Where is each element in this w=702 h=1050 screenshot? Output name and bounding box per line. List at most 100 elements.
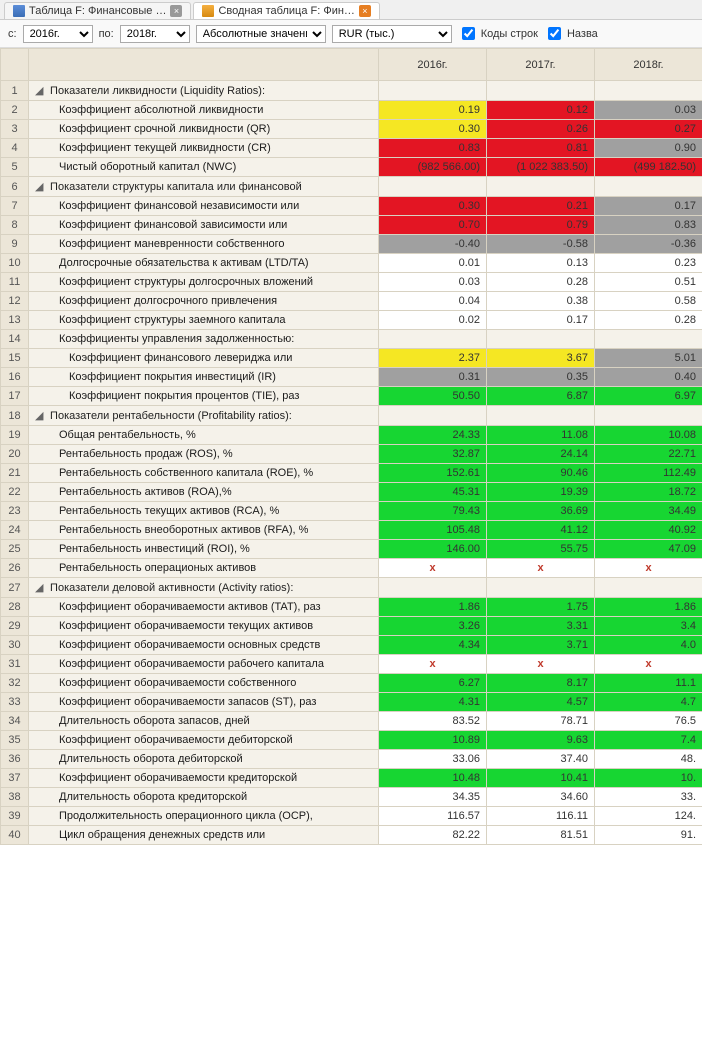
cell-value: 4.0	[595, 636, 702, 655]
row-label: Коэффициент оборачиваемости текущих акти…	[29, 617, 379, 636]
row-number: 38	[1, 788, 29, 807]
cell-value: 91.	[595, 826, 702, 845]
cell-value: 0.01	[379, 254, 487, 273]
table-row[interactable]: 14Коэффициенты управления задолженностью…	[1, 330, 702, 349]
table-row[interactable]: 37Коэффициент оборачиваемости кредиторск…	[1, 769, 702, 788]
table-row[interactable]: 36Длительность оборота дебиторской33.063…	[1, 750, 702, 769]
table-row[interactable]: 19Общая рентабельность, %24.3311.0810.08	[1, 426, 702, 445]
table-row[interactable]: 4Коэффициент текущей ликвидности (CR)0.8…	[1, 139, 702, 158]
to-year-select[interactable]: 2018г.	[120, 25, 190, 43]
cell-value	[595, 330, 702, 349]
table-row[interactable]: 39Продолжительность операционного цикла …	[1, 807, 702, 826]
collapse-icon[interactable]: ◢	[35, 409, 45, 422]
close-icon[interactable]: ×	[170, 5, 182, 17]
to-label: по:	[99, 28, 114, 40]
table-row[interactable]: 34Длительность оборота запасов, дней83.5…	[1, 712, 702, 731]
table-row[interactable]: 24Рентабельность внеоборотных активов (R…	[1, 521, 702, 540]
cell-value: x	[487, 559, 595, 578]
column-header[interactable]: 2016г.	[379, 49, 487, 81]
table-row[interactable]: 21Рентабельность собственного капитала (…	[1, 464, 702, 483]
names-checkbox[interactable]	[548, 27, 561, 40]
row-label: Коэффициент оборачиваемости кредиторской	[29, 769, 379, 788]
table-row[interactable]: 22Рентабельность активов (ROA),%45.3119.…	[1, 483, 702, 502]
column-header[interactable]: 2018г.	[595, 49, 702, 81]
table-row[interactable]: 27◢ Показатели деловой активности (Activ…	[1, 578, 702, 598]
collapse-icon[interactable]: ◢	[35, 84, 45, 97]
column-header[interactable]: 2017г.	[487, 49, 595, 81]
table-row[interactable]: 11Коэффициент структуры долгосрочных вло…	[1, 273, 702, 292]
row-number: 24	[1, 521, 29, 540]
table-row[interactable]: 6◢ Показатели структуры капитала или фин…	[1, 177, 702, 197]
cell-value: -0.40	[379, 235, 487, 254]
cell-value: 146.00	[379, 540, 487, 559]
row-label: Длительность оборота дебиторской	[29, 750, 379, 769]
codes-checkbox-label: Коды строк	[481, 28, 538, 40]
currency-select[interactable]: RUR (тыс.)	[332, 25, 452, 43]
cell-value: 55.75	[487, 540, 595, 559]
collapse-icon[interactable]: ◢	[35, 581, 45, 594]
table-row[interactable]: 5Чистый оборотный капитал (NWC)(982 566.…	[1, 158, 702, 177]
cell-value: 10.	[595, 769, 702, 788]
table-row[interactable]: 23Рентабельность текущих активов (RCA), …	[1, 502, 702, 521]
table-row[interactable]: 7Коэффициент финансовой независимости ил…	[1, 197, 702, 216]
cell-value: 2.37	[379, 349, 487, 368]
cell-value: 24.33	[379, 426, 487, 445]
table-row[interactable]: 18◢ Показатели рентабельности (Profitabi…	[1, 406, 702, 426]
mode-select[interactable]: Абсолютные значения	[196, 25, 326, 43]
table-row[interactable]: 8Коэффициент финансовой зависимости или0…	[1, 216, 702, 235]
table-row[interactable]: 33Коэффициент оборачиваемости запасов (S…	[1, 693, 702, 712]
table-row[interactable]: 1◢ Показатели ликвидности (Liquidity Rat…	[1, 81, 702, 101]
row-number: 30	[1, 636, 29, 655]
cell-value: 0.51	[595, 273, 702, 292]
row-number: 40	[1, 826, 29, 845]
table-row[interactable]: 16Коэффициент покрытия инвестиций (IR)0.…	[1, 368, 702, 387]
table-row[interactable]: 35Коэффициент оборачиваемости дебиторско…	[1, 731, 702, 750]
table-row[interactable]: 3Коэффициент срочной ликвидности (QR)0.3…	[1, 120, 702, 139]
tab-icon	[13, 5, 25, 17]
collapse-icon[interactable]: ◢	[35, 180, 45, 193]
table-row[interactable]: 40Цикл обращения денежных средств или82.…	[1, 826, 702, 845]
cell-value: -0.58	[487, 235, 595, 254]
table-row[interactable]: 2Коэффициент абсолютной ликвидности0.190…	[1, 101, 702, 120]
cell-value	[595, 406, 702, 426]
close-icon[interactable]: ×	[359, 5, 371, 17]
table-row[interactable]: 17Коэффициент покрытия процентов (TIE), …	[1, 387, 702, 406]
row-number: 21	[1, 464, 29, 483]
from-year-select[interactable]: 2016г.	[23, 25, 93, 43]
table-row[interactable]: 30Коэффициент оборачиваемости основных с…	[1, 636, 702, 655]
row-label: Рентабельность внеоборотных активов (RFA…	[29, 521, 379, 540]
table-row[interactable]: 13Коэффициент структуры заемного капитал…	[1, 311, 702, 330]
table-row[interactable]: 28Коэффициент оборачиваемости активов (T…	[1, 598, 702, 617]
table-row[interactable]: 38Длительность оборота кредиторской34.35…	[1, 788, 702, 807]
row-number: 36	[1, 750, 29, 769]
cell-value: 79.43	[379, 502, 487, 521]
table-row[interactable]: 15Коэффициент финансового левериджа или2…	[1, 349, 702, 368]
table-row[interactable]: 25Рентабельность инвестиций (ROI), %146.…	[1, 540, 702, 559]
row-label: Рентабельность собственного капитала (RO…	[29, 464, 379, 483]
table-row[interactable]: 31Коэффициент оборачиваемости рабочего к…	[1, 655, 702, 674]
row-label: Рентабельность операционых активов	[29, 559, 379, 578]
cell-value: x	[379, 655, 487, 674]
table-row[interactable]: 29Коэффициент оборачиваемости текущих ак…	[1, 617, 702, 636]
table-row[interactable]: 10Долгосрочные обязательства к активам (…	[1, 254, 702, 273]
cell-value: 0.12	[487, 101, 595, 120]
cell-value: 1.86	[379, 598, 487, 617]
table-row[interactable]: 32Коэффициент оборачиваемости собственно…	[1, 674, 702, 693]
row-number: 37	[1, 769, 29, 788]
row-number: 9	[1, 235, 29, 254]
cell-value: 6.27	[379, 674, 487, 693]
cell-value: 6.87	[487, 387, 595, 406]
table-row[interactable]: 9Коэффициент маневренности собственного-…	[1, 235, 702, 254]
cell-value: 10.48	[379, 769, 487, 788]
tab-0[interactable]: Таблица F: Финансовые …×	[4, 2, 191, 19]
row-label: Чистый оборотный капитал (NWC)	[29, 158, 379, 177]
cell-value: 0.83	[379, 139, 487, 158]
row-number: 10	[1, 254, 29, 273]
table-row[interactable]: 20Рентабельность продаж (ROS), %32.8724.…	[1, 445, 702, 464]
cell-value: 0.38	[487, 292, 595, 311]
cell-value: 0.03	[379, 273, 487, 292]
codes-checkbox[interactable]	[462, 27, 475, 40]
table-row[interactable]: 12Коэффициент долгосрочного привлечения0…	[1, 292, 702, 311]
tab-1[interactable]: Сводная таблица F: Фин…×	[193, 2, 379, 19]
table-row[interactable]: 26Рентабельность операционых активовxxx	[1, 559, 702, 578]
